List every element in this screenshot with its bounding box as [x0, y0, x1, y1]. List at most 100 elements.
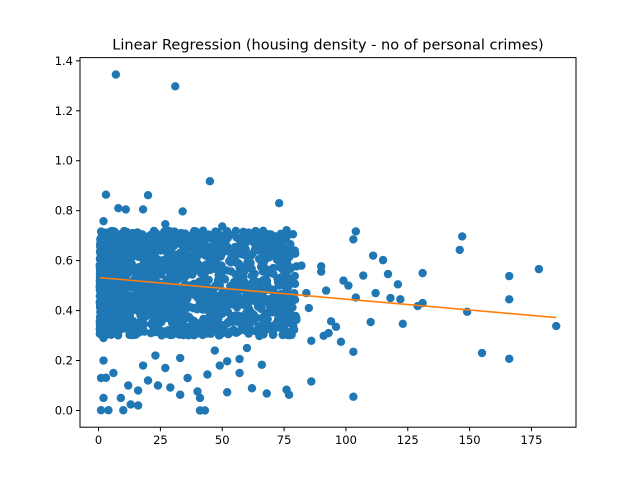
scatter-point [183, 270, 192, 279]
scatter-point [215, 361, 224, 370]
scatter-point [189, 248, 199, 258]
y-tick-label: 1.2 [55, 104, 73, 118]
scatter-point [274, 254, 283, 264]
x-tick-label: 50 [215, 433, 230, 447]
scatter-point [222, 357, 232, 366]
scatter-point [505, 354, 514, 363]
scatter-point [109, 249, 119, 259]
scatter-point [196, 262, 205, 271]
scatter-point [275, 281, 284, 290]
scatter-point [182, 239, 191, 248]
scatter-point [247, 384, 257, 393]
scatter-point [237, 321, 247, 331]
scatter-point [109, 230, 119, 239]
scatter-point [172, 269, 182, 278]
scatter-point [205, 177, 215, 186]
scatter-point [133, 401, 143, 410]
scatter-point [418, 268, 427, 278]
scatter-point [120, 267, 129, 277]
scatter-point [285, 310, 294, 320]
scatter-point [249, 316, 259, 325]
regression-line-group [99, 276, 557, 319]
scatter-point [203, 370, 212, 379]
scatter-point [291, 311, 300, 321]
scatter-point [118, 316, 127, 325]
scatter-point [213, 228, 222, 237]
scatter-point [289, 325, 299, 334]
scatter-point [274, 198, 284, 208]
scatter-point [185, 302, 194, 311]
scatter-point [268, 330, 278, 340]
scatter-point [344, 281, 353, 290]
scatter-point [222, 227, 232, 236]
scatter-point [101, 326, 110, 336]
scatter-point [166, 304, 176, 314]
x-tick-label: 75 [277, 433, 292, 447]
scatter-point [205, 310, 215, 319]
scatter-point [279, 320, 288, 329]
scatter-point [134, 271, 143, 280]
scatter-point [307, 336, 316, 345]
scatter-point [150, 232, 159, 242]
scatter-point [165, 276, 174, 285]
scatter-point [505, 271, 514, 281]
scatter-point [191, 227, 201, 236]
scatter-point [212, 258, 221, 267]
scatter-point [121, 205, 130, 214]
scatter-point [171, 82, 180, 91]
scatter-point [351, 227, 361, 236]
scatter-point [245, 325, 254, 334]
scatter-point [326, 317, 336, 326]
scatter-point [203, 259, 213, 268]
scatter-point [96, 373, 106, 383]
scatter-point [99, 285, 109, 294]
scatter-point [396, 295, 405, 304]
scatter-point [261, 317, 270, 327]
scatter-point [250, 276, 259, 285]
scatter-point [143, 191, 153, 200]
scatter-point [108, 278, 117, 287]
scatter-point [120, 235, 129, 244]
scatter-point [193, 387, 202, 396]
scatter-point [201, 274, 211, 284]
scatter-point [178, 207, 187, 216]
scatter-point [134, 263, 143, 272]
scatter-point [149, 297, 158, 306]
scatter-point [383, 269, 393, 279]
scatter-point [134, 291, 143, 300]
scatter-point [98, 269, 107, 278]
x-tick-label: 100 [335, 433, 357, 447]
scatter-point [96, 406, 106, 415]
scatter-point [114, 203, 123, 213]
scatter-point [227, 326, 237, 336]
scatter-point [210, 322, 219, 332]
scatter-point [458, 232, 467, 241]
scatter-point [166, 383, 175, 392]
scatter-point [227, 267, 236, 276]
plot-frame [79, 57, 577, 428]
scatter-point [455, 245, 464, 255]
scatter-point [95, 260, 105, 270]
scatter-point [163, 329, 172, 339]
scatter-point [186, 315, 196, 324]
x-tick-label: 125 [397, 433, 419, 447]
scatter-point [151, 351, 160, 360]
scatter-point [245, 305, 254, 315]
scatter-point [138, 205, 148, 214]
y-tick-label: 0.6 [55, 254, 73, 268]
scatter-point [137, 320, 146, 329]
scatter-point [175, 390, 185, 399]
scatter-point [202, 326, 211, 335]
scatter-point [235, 354, 244, 364]
scatter-point [99, 216, 108, 226]
scatter-point [200, 240, 209, 250]
scatter-point [220, 306, 230, 315]
scatter-point [263, 253, 272, 262]
scatter-point [317, 267, 326, 276]
scatter-point [154, 326, 163, 335]
scatter-point [242, 343, 252, 353]
scatter-points [95, 70, 561, 415]
scatter-point [127, 304, 137, 313]
scatter-point [230, 242, 240, 252]
scatter-point [109, 368, 118, 378]
